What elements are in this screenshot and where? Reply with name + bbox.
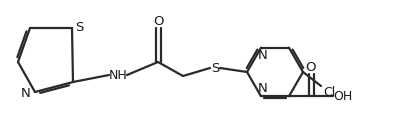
Text: O: O xyxy=(153,15,163,27)
Text: S: S xyxy=(75,20,83,33)
Text: Cl: Cl xyxy=(323,86,335,99)
Text: N: N xyxy=(258,49,268,62)
Text: OH: OH xyxy=(333,90,353,103)
Text: O: O xyxy=(306,61,316,74)
Text: NH: NH xyxy=(109,68,127,81)
Text: S: S xyxy=(211,61,219,74)
Text: N: N xyxy=(258,82,268,95)
Text: N: N xyxy=(21,87,31,100)
